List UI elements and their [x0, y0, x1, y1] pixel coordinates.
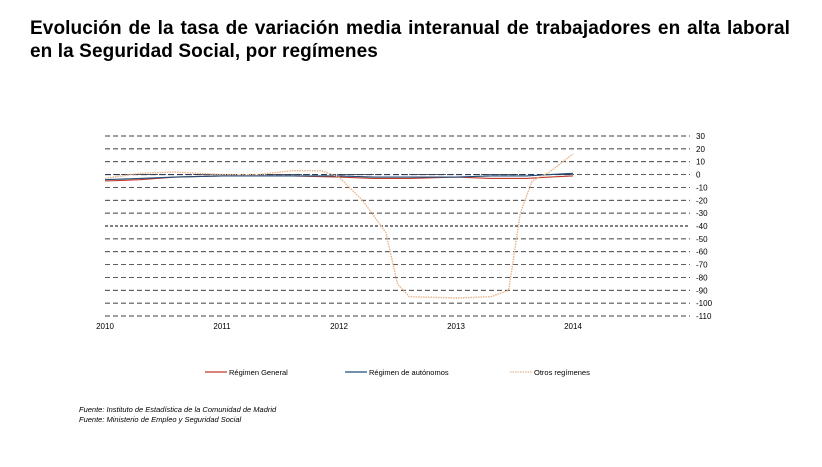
y-tick-label: -10 — [696, 183, 708, 192]
y-tick-label: -80 — [696, 273, 708, 282]
legend-label-otros: Otros regímenes — [534, 368, 590, 377]
y-tick-label: -110 — [696, 312, 712, 321]
x-tick-label: 2012 — [330, 322, 348, 331]
legend: Régimen General Régimen de autónomos Otros… — [205, 368, 590, 377]
y-tick-label: 30 — [696, 132, 705, 141]
series-line-autonomos — [104, 172, 574, 181]
y-tick-label: -100 — [696, 299, 713, 308]
y-axis-tick-labels: 30 20 10 0 -10 -20 -30 -40 -50 -60 -70 -80 -90 -100 -1… — [696, 132, 713, 321]
x-tick-label: 2014 — [564, 322, 582, 331]
sources: Fuente: Instituto de Estadística de la C… — [79, 405, 276, 425]
series-lines — [104, 153, 574, 299]
y-tick-label: -50 — [696, 235, 708, 244]
y-tick-label: 10 — [696, 158, 705, 167]
y-tick-label: 20 — [696, 145, 705, 154]
x-tick-label: 2011 — [213, 322, 231, 331]
chart-title: Evolución de la tasa de variación media … — [30, 18, 790, 62]
x-tick-label: 2010 — [96, 322, 114, 331]
y-tick-label: -40 — [696, 222, 708, 231]
legend-label-autonomos: Régimen de autónomos — [369, 368, 449, 377]
gridlines — [105, 135, 690, 317]
y-tick-label: -60 — [696, 248, 708, 257]
y-tick-label: -20 — [696, 196, 708, 205]
x-tick-label: 2013 — [447, 322, 465, 331]
legend-label-general: Régimen General — [229, 368, 288, 377]
source-note-1: Fuente: Instituto de Estadística de la C… — [79, 405, 277, 414]
y-tick-label: 0 — [696, 171, 701, 180]
y-tick-label: -30 — [696, 209, 708, 218]
y-tick-label: -70 — [696, 261, 708, 270]
source-note-2: Fuente: Ministerio de Empleo y Seguridad… — [79, 415, 242, 424]
series-line-otros — [104, 153, 574, 299]
y-tick-label: -90 — [696, 286, 708, 295]
x-axis-tick-labels: 2010 2011 2012 2013 2014 — [96, 322, 582, 331]
